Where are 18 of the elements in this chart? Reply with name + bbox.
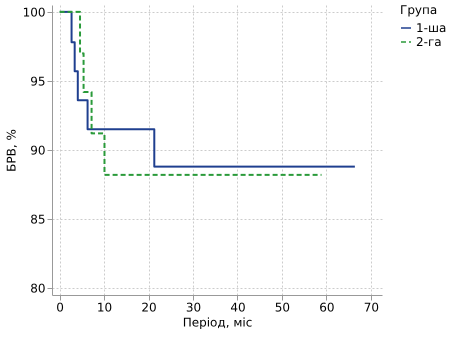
y-tick-label: 80 bbox=[30, 282, 46, 296]
legend-label: 2-га bbox=[416, 35, 442, 49]
x-tick-label: 40 bbox=[230, 300, 246, 314]
y-tick-label: 95 bbox=[30, 74, 46, 88]
x-tick-label: 30 bbox=[186, 300, 202, 314]
y-tick-label: 90 bbox=[30, 144, 46, 158]
x-tick-label: 20 bbox=[141, 300, 157, 314]
y-axis-title: БРВ, % bbox=[4, 129, 19, 172]
x-tick-label: 50 bbox=[274, 300, 290, 314]
y-tick-label: 85 bbox=[30, 212, 46, 227]
x-tick-label: 60 bbox=[319, 300, 335, 314]
x-tick-label: 10 bbox=[96, 300, 112, 314]
legend-label: 1-ша bbox=[416, 21, 446, 35]
x-axis-title: Період, міс bbox=[182, 316, 252, 330]
x-tick-label: 0 bbox=[56, 300, 64, 314]
legend-title: Група bbox=[400, 3, 438, 17]
x-tick-label: 70 bbox=[364, 300, 380, 314]
y-tick-label: 100 bbox=[22, 5, 46, 20]
